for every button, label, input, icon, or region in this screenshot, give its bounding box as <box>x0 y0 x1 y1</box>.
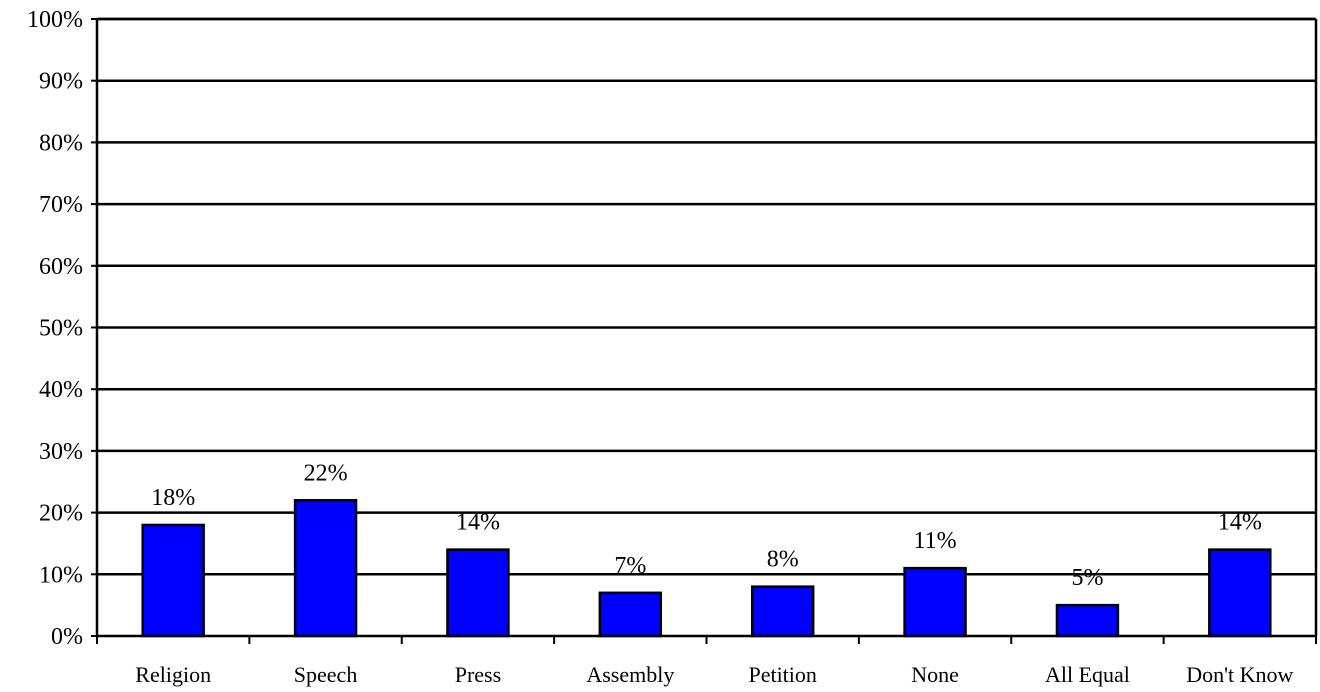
data-label: 11% <box>914 528 957 554</box>
y-tick-label: 20% <box>39 501 83 527</box>
y-tick-label: 30% <box>39 439 83 465</box>
x-category-label: Don't Know <box>1186 662 1293 687</box>
y-tick-label: 10% <box>39 562 83 588</box>
y-tick-label: 90% <box>39 69 83 95</box>
bar <box>141 523 205 638</box>
bar <box>293 499 358 638</box>
data-label: 5% <box>1071 565 1103 591</box>
y-tick-label: 40% <box>39 377 83 403</box>
bar <box>750 585 815 638</box>
y-tick-label: 80% <box>39 130 83 156</box>
data-labels: 18% 22% 14% 7% 8% 11% 5% 14% <box>151 460 1262 591</box>
bar <box>1208 548 1272 638</box>
y-tick-label: 0% <box>51 624 83 650</box>
gridlines <box>97 17 1316 576</box>
y-tick-label: 70% <box>39 192 83 218</box>
x-category-labels: Religion Speech Press Assembly Petition None A… <box>135 662 1293 687</box>
x-category-label: Press <box>455 662 501 687</box>
data-label: 22% <box>304 460 348 486</box>
bar <box>598 591 663 638</box>
x-category-label: Speech <box>294 662 358 687</box>
axes <box>91 17 1318 644</box>
x-category-label: All Equal <box>1045 662 1130 687</box>
data-label: 8% <box>767 547 799 573</box>
x-category-label: Religion <box>135 662 211 687</box>
bar <box>1055 603 1120 638</box>
x-category-label: Assembly <box>586 662 674 687</box>
y-tick-label: 60% <box>39 254 83 280</box>
data-label: 18% <box>151 485 195 511</box>
data-label: 7% <box>614 553 646 579</box>
bar <box>446 548 510 638</box>
y-tick-labels: 0% 10% 20% 30% 40% 50% 60% 70% 80% 90% 100% <box>27 7 83 650</box>
data-label: 14% <box>1218 510 1262 536</box>
y-tick-label: 50% <box>39 316 83 342</box>
y-tick-label: 100% <box>27 7 83 33</box>
bar <box>903 566 967 638</box>
data-label: 14% <box>456 510 500 536</box>
x-category-label: None <box>911 662 959 687</box>
x-category-label: Petition <box>748 662 816 687</box>
